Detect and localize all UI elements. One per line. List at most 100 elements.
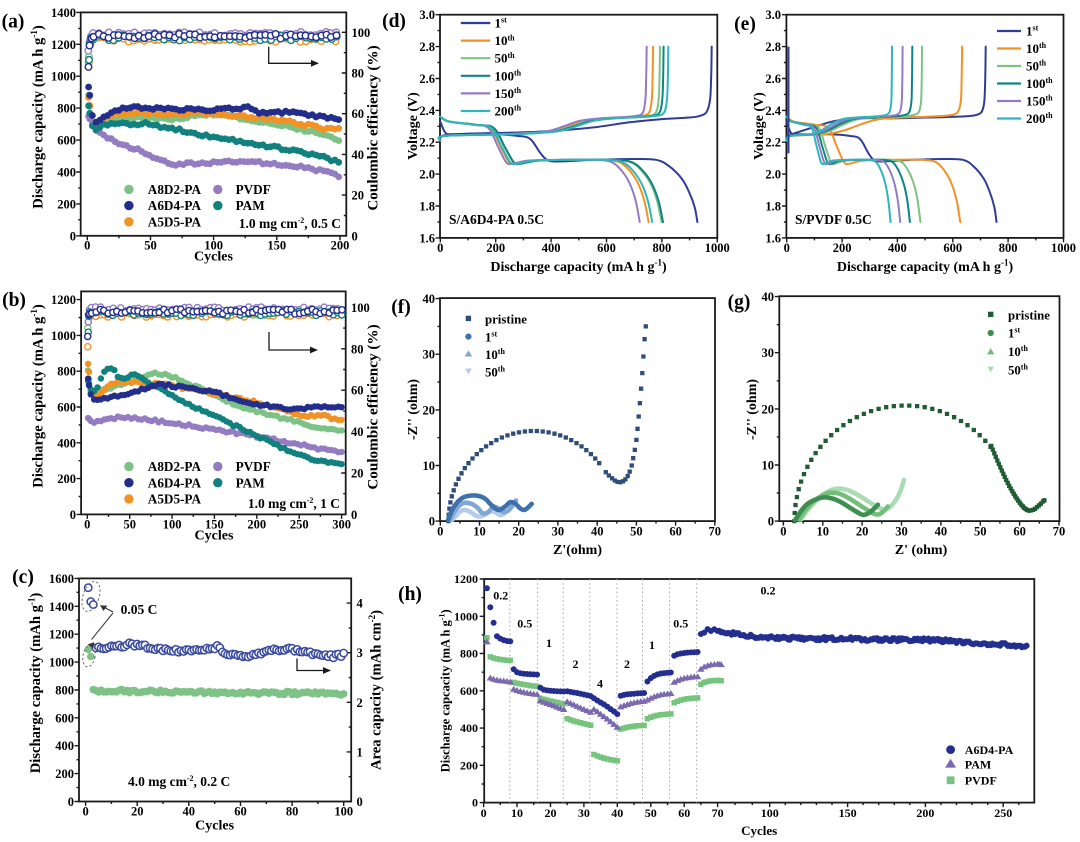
svg-text:0: 0 <box>68 795 74 809</box>
svg-text:20: 20 <box>351 467 364 481</box>
svg-text:A8D2-PA: A8D2-PA <box>148 182 202 197</box>
svg-text:A5D5-PA: A5D5-PA <box>148 214 202 229</box>
svg-text:3: 3 <box>357 646 363 660</box>
svg-text:1st: 1st <box>1008 326 1021 341</box>
svg-text:200: 200 <box>247 518 266 532</box>
svg-text:0: 0 <box>357 795 363 809</box>
svg-text:200: 200 <box>57 472 76 486</box>
svg-text:100: 100 <box>761 806 779 820</box>
svg-text:1400: 1400 <box>49 600 74 614</box>
svg-text:1400: 1400 <box>51 6 76 20</box>
svg-text:80: 80 <box>351 342 364 356</box>
svg-text:400: 400 <box>55 739 74 753</box>
svg-text:800: 800 <box>57 365 76 379</box>
svg-text:0.5: 0.5 <box>673 617 688 631</box>
svg-text:250: 250 <box>290 518 309 532</box>
svg-text:(e): (e) <box>734 14 756 35</box>
svg-text:150: 150 <box>839 806 857 820</box>
svg-text:30: 30 <box>895 525 908 539</box>
svg-text:Discharge capcacity (mA h g-1): Discharge capcacity (mA h g-1) <box>438 609 453 772</box>
svg-text:1600: 1600 <box>49 572 74 586</box>
svg-text:20: 20 <box>423 403 436 417</box>
svg-text:200: 200 <box>57 197 76 211</box>
svg-text:70: 70 <box>709 525 722 539</box>
svg-text:Cycles: Cycles <box>741 823 777 838</box>
svg-text:1200: 1200 <box>51 38 76 52</box>
svg-text:0.2: 0.2 <box>493 589 508 603</box>
svg-text:1st: 1st <box>495 16 508 31</box>
svg-text:1000: 1000 <box>705 241 730 255</box>
svg-text:10: 10 <box>423 459 436 473</box>
svg-text:2: 2 <box>573 657 579 671</box>
svg-text:10: 10 <box>511 806 523 820</box>
svg-text:150: 150 <box>267 239 286 253</box>
svg-text:600: 600 <box>460 684 478 698</box>
svg-text:800: 800 <box>55 684 74 698</box>
svg-text:50: 50 <box>645 806 657 820</box>
svg-text:400: 400 <box>542 241 561 255</box>
svg-text:100: 100 <box>204 239 223 253</box>
svg-text:2.0: 2.0 <box>765 168 781 182</box>
svg-text:2.6: 2.6 <box>765 72 781 86</box>
svg-text:PVDF: PVDF <box>236 182 271 197</box>
svg-text:10th: 10th <box>1008 344 1028 359</box>
svg-text:80: 80 <box>352 67 365 81</box>
svg-text:-Z'' (ohm): -Z'' (ohm) <box>406 379 421 440</box>
svg-text:150: 150 <box>205 518 224 532</box>
svg-text:50th: 50th <box>485 365 505 380</box>
svg-text:0: 0 <box>437 525 443 539</box>
svg-text:1200: 1200 <box>51 293 76 307</box>
svg-text:Voltage (V): Voltage (V) <box>406 92 421 160</box>
svg-text:0: 0 <box>70 229 76 243</box>
svg-text:40: 40 <box>351 425 364 439</box>
svg-text:200: 200 <box>55 767 74 781</box>
svg-text:400: 400 <box>57 166 76 180</box>
svg-text:60: 60 <box>234 805 247 819</box>
svg-text:80: 80 <box>286 805 299 819</box>
svg-text:100: 100 <box>352 26 371 40</box>
svg-text:10: 10 <box>473 525 486 539</box>
svg-text:Discharge capacity (mA h g-1): Discharge capacity (mA h g-1) <box>490 258 667 275</box>
svg-text:200: 200 <box>486 241 505 255</box>
svg-text:20: 20 <box>545 806 557 820</box>
svg-text:S/PVDF 0.5C: S/PVDF 0.5C <box>795 212 872 227</box>
svg-text:S/A6D4-PA 0.5C: S/A6D4-PA 0.5C <box>449 212 544 227</box>
svg-text:50th: 50th <box>495 51 516 66</box>
svg-text:(f): (f) <box>391 297 410 318</box>
svg-text:40: 40 <box>183 805 196 819</box>
svg-text:(a): (a) <box>2 12 25 33</box>
svg-text:10th: 10th <box>485 347 505 362</box>
svg-text:150th: 150th <box>495 86 522 101</box>
svg-text:10th: 10th <box>1026 41 1047 56</box>
svg-text:400: 400 <box>57 436 76 450</box>
svg-text:2.8: 2.8 <box>419 40 435 54</box>
svg-text:40: 40 <box>591 525 604 539</box>
svg-text:(d): (d) <box>382 11 406 32</box>
svg-text:PAM: PAM <box>236 198 266 213</box>
svg-text:Discharge capacity (mA h g-1): Discharge capacity (mA h g-1) <box>837 258 1014 275</box>
svg-text:(h): (h) <box>398 584 422 605</box>
svg-text:PAM: PAM <box>236 475 266 490</box>
svg-text:600: 600 <box>943 241 962 255</box>
svg-text:(g): (g) <box>728 292 751 313</box>
svg-text:2: 2 <box>624 657 630 671</box>
svg-text:50: 50 <box>123 518 136 532</box>
svg-text:200: 200 <box>916 806 934 820</box>
svg-text:Discharge capacity (mA h g-1): Discharge capacity (mA h g-1) <box>29 304 47 488</box>
svg-text:2.6: 2.6 <box>419 72 435 86</box>
svg-text:60: 60 <box>669 525 682 539</box>
svg-text:70: 70 <box>1053 525 1066 539</box>
svg-text:0: 0 <box>352 229 358 243</box>
svg-text:200th: 200th <box>1026 111 1053 126</box>
svg-text:0: 0 <box>472 796 478 810</box>
svg-text:0: 0 <box>784 241 790 255</box>
svg-text:1200: 1200 <box>454 572 478 586</box>
svg-text:1st: 1st <box>485 330 498 345</box>
svg-text:70: 70 <box>712 806 724 820</box>
svg-text:3.0: 3.0 <box>419 8 435 22</box>
svg-text:1000: 1000 <box>51 329 76 343</box>
svg-text:0.05 C: 0.05 C <box>121 602 158 617</box>
svg-text:Discharge capacity (mAh g-1): Discharge capacity (mAh g-1) <box>27 593 45 774</box>
svg-text:20: 20 <box>856 525 869 539</box>
svg-text:40: 40 <box>762 290 775 304</box>
